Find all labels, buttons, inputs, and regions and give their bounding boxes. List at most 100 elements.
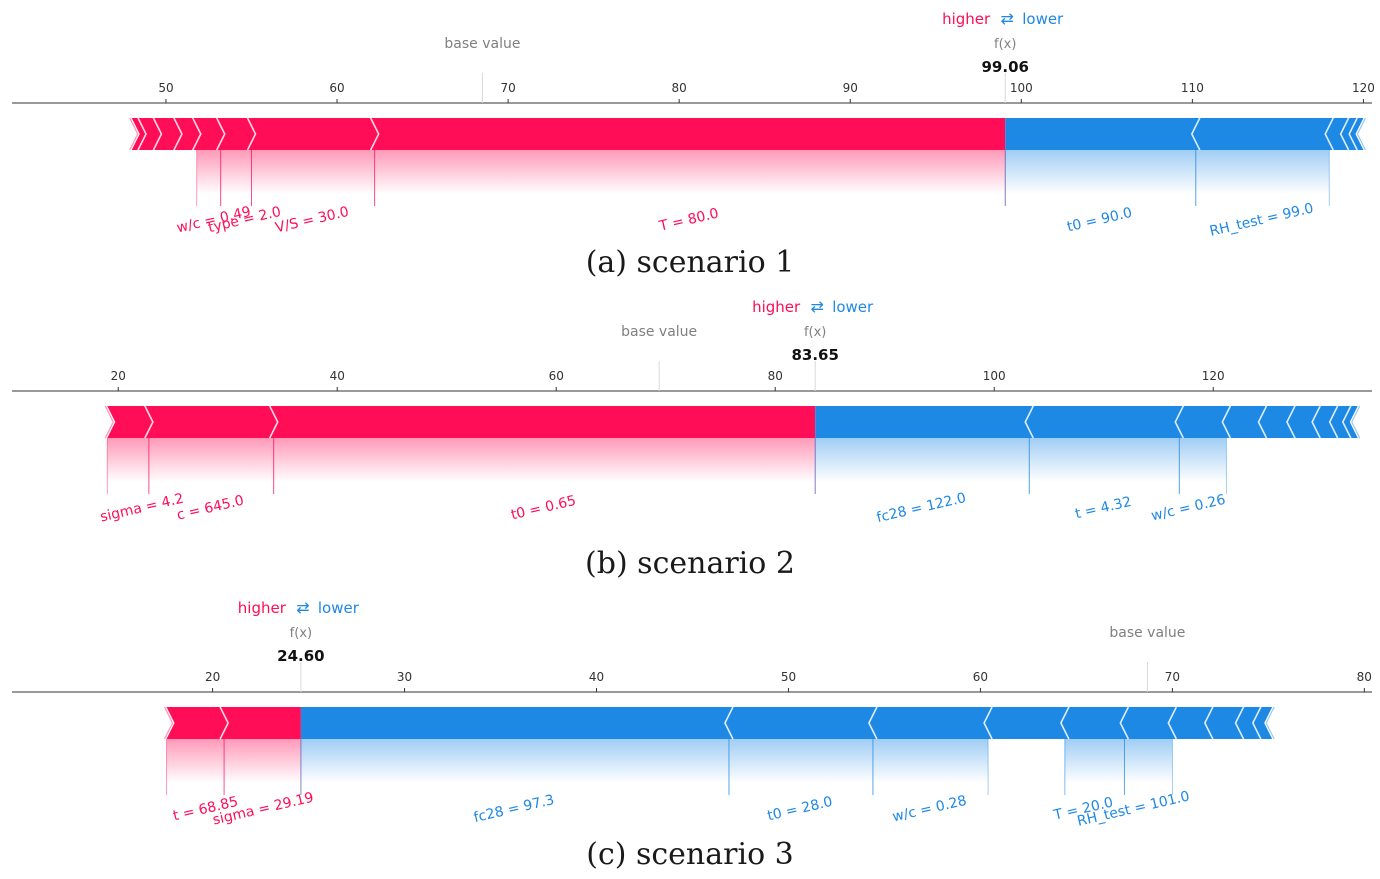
label-region [251,150,375,194]
legend-lower: lower [832,298,874,316]
negative-segment-chevron [1324,117,1334,151]
positive-segment-chevron [369,117,380,151]
fx-label: f(x) [994,37,1016,52]
x-tick-label: 50 [158,81,173,95]
negative-segment-chevron [1339,117,1350,151]
fx-label: f(x) [804,325,826,340]
positive-end-chevron [163,706,174,740]
negative-segment-chevron [1119,706,1130,740]
label-region [1005,150,1196,194]
feature-label: sigma = 4.2 [99,491,186,526]
positive-bar [107,406,816,438]
x-tick-label: 60 [329,81,344,95]
positive-segment-chevron [215,117,226,151]
x-tick-label: 30 [397,670,412,684]
x-tick-label: 60 [973,670,988,684]
positive-segment-chevron [268,405,279,439]
base-value-label: base value [621,324,697,340]
negative-bar [300,707,1273,739]
label-region [166,739,225,783]
negative-segment-chevron [1257,405,1268,439]
force-plot-scenario-2: 20 40 60 80 100 120 base value 83.65 f(x)higher ⇄… [12,297,1372,526]
legend-higher: higher [942,10,991,28]
positive-bar [131,118,1006,150]
negative-segment-chevron [868,706,878,740]
label-region [196,150,221,194]
feature-label: t = 4.32 [1074,494,1133,522]
x-tick-label: 60 [549,369,564,383]
negative-segment-chevron [1286,405,1296,439]
base-value-label: base value [1109,625,1185,641]
negative-segment-chevron [1059,706,1070,740]
negative-bar [1005,118,1364,150]
negative-segment-chevron [1024,405,1034,439]
negative-segment-chevron [1348,117,1358,151]
x-tick-label: 90 [843,81,858,95]
x-tick-label: 20 [111,369,126,383]
negative-segment-chevron [1167,706,1178,740]
x-tick-label: 70 [500,81,515,95]
output-value: 99.06 [982,58,1029,76]
positive-end-chevron [129,117,139,151]
fx-label: f(x) [290,626,312,641]
positive-segment-chevron [192,117,202,151]
negative-segment-chevron [1174,405,1184,439]
feature-label: RH_test = 99.0 [1208,200,1315,239]
negative-segment-chevron [1341,405,1352,439]
negative-segment-chevron [983,706,993,740]
positive-segment-chevron [152,117,163,151]
x-tick-label: 80 [768,369,783,383]
negative-segment-chevron [1328,405,1339,439]
feature-label: V/S = 30.0 [274,204,351,236]
positive-segment-chevron [144,405,154,439]
label-region [872,739,989,783]
feature-label: w/c = 0.26 [1150,492,1227,525]
legend-higher: higher [752,298,801,316]
x-tick-label: 20 [205,670,220,684]
negative-segment-chevron [1251,706,1262,740]
x-tick-label: 80 [672,81,687,95]
force-plot-scenario-3: 20 30 40 50 60 70 80 base value 24.60 f(x)higher ⇄… [12,598,1372,830]
positive-segment-chevron [246,117,257,151]
negative-segment-chevron [724,706,734,740]
negative-bar [815,406,1358,438]
label-region [148,438,274,482]
x-tick-label: 120 [1352,81,1375,95]
label-region [300,739,729,783]
base-value-label: base value [444,36,520,52]
feature-label: fc28 = 122.0 [875,490,967,526]
legend-lower: lower [318,599,360,617]
positive-end-chevron [104,405,114,439]
label-region [1195,150,1330,194]
negative-end-chevron [1265,706,1275,740]
label-region [273,438,816,482]
feature-label: t0 = 90.0 [1066,205,1134,235]
legend-arrows-icon: ⇄ [1001,9,1014,28]
positive-segment-chevron [219,706,230,740]
legend-arrows-icon: ⇄ [296,598,309,617]
x-tick-label: 100 [983,369,1006,383]
label-region [224,739,301,783]
negative-segment-chevron [1190,117,1201,151]
feature-label: t0 = 0.65 [509,493,577,523]
x-tick-label: 120 [1202,369,1225,383]
x-tick-label: 80 [1357,670,1372,684]
label-region [374,150,1006,194]
caption-scenario-2: (b) scenario 2 [585,546,795,581]
x-tick-label: 100 [1010,81,1033,95]
feature-label: t0 = 28.0 [766,794,834,824]
negative-segment-chevron [1311,405,1321,439]
label-region [1064,739,1125,783]
label-region [220,150,252,194]
label-region [728,739,873,783]
positive-segment-chevron [137,117,147,151]
x-tick-label: 70 [1165,670,1180,684]
negative-end-chevron [1356,117,1366,151]
output-value: 83.65 [791,346,838,364]
negative-segment-chevron [1234,706,1245,740]
label-region [1124,739,1173,783]
x-tick-label: 50 [781,670,796,684]
feature-label: fc28 = 97.3 [472,792,556,826]
positive-bar [166,707,301,739]
